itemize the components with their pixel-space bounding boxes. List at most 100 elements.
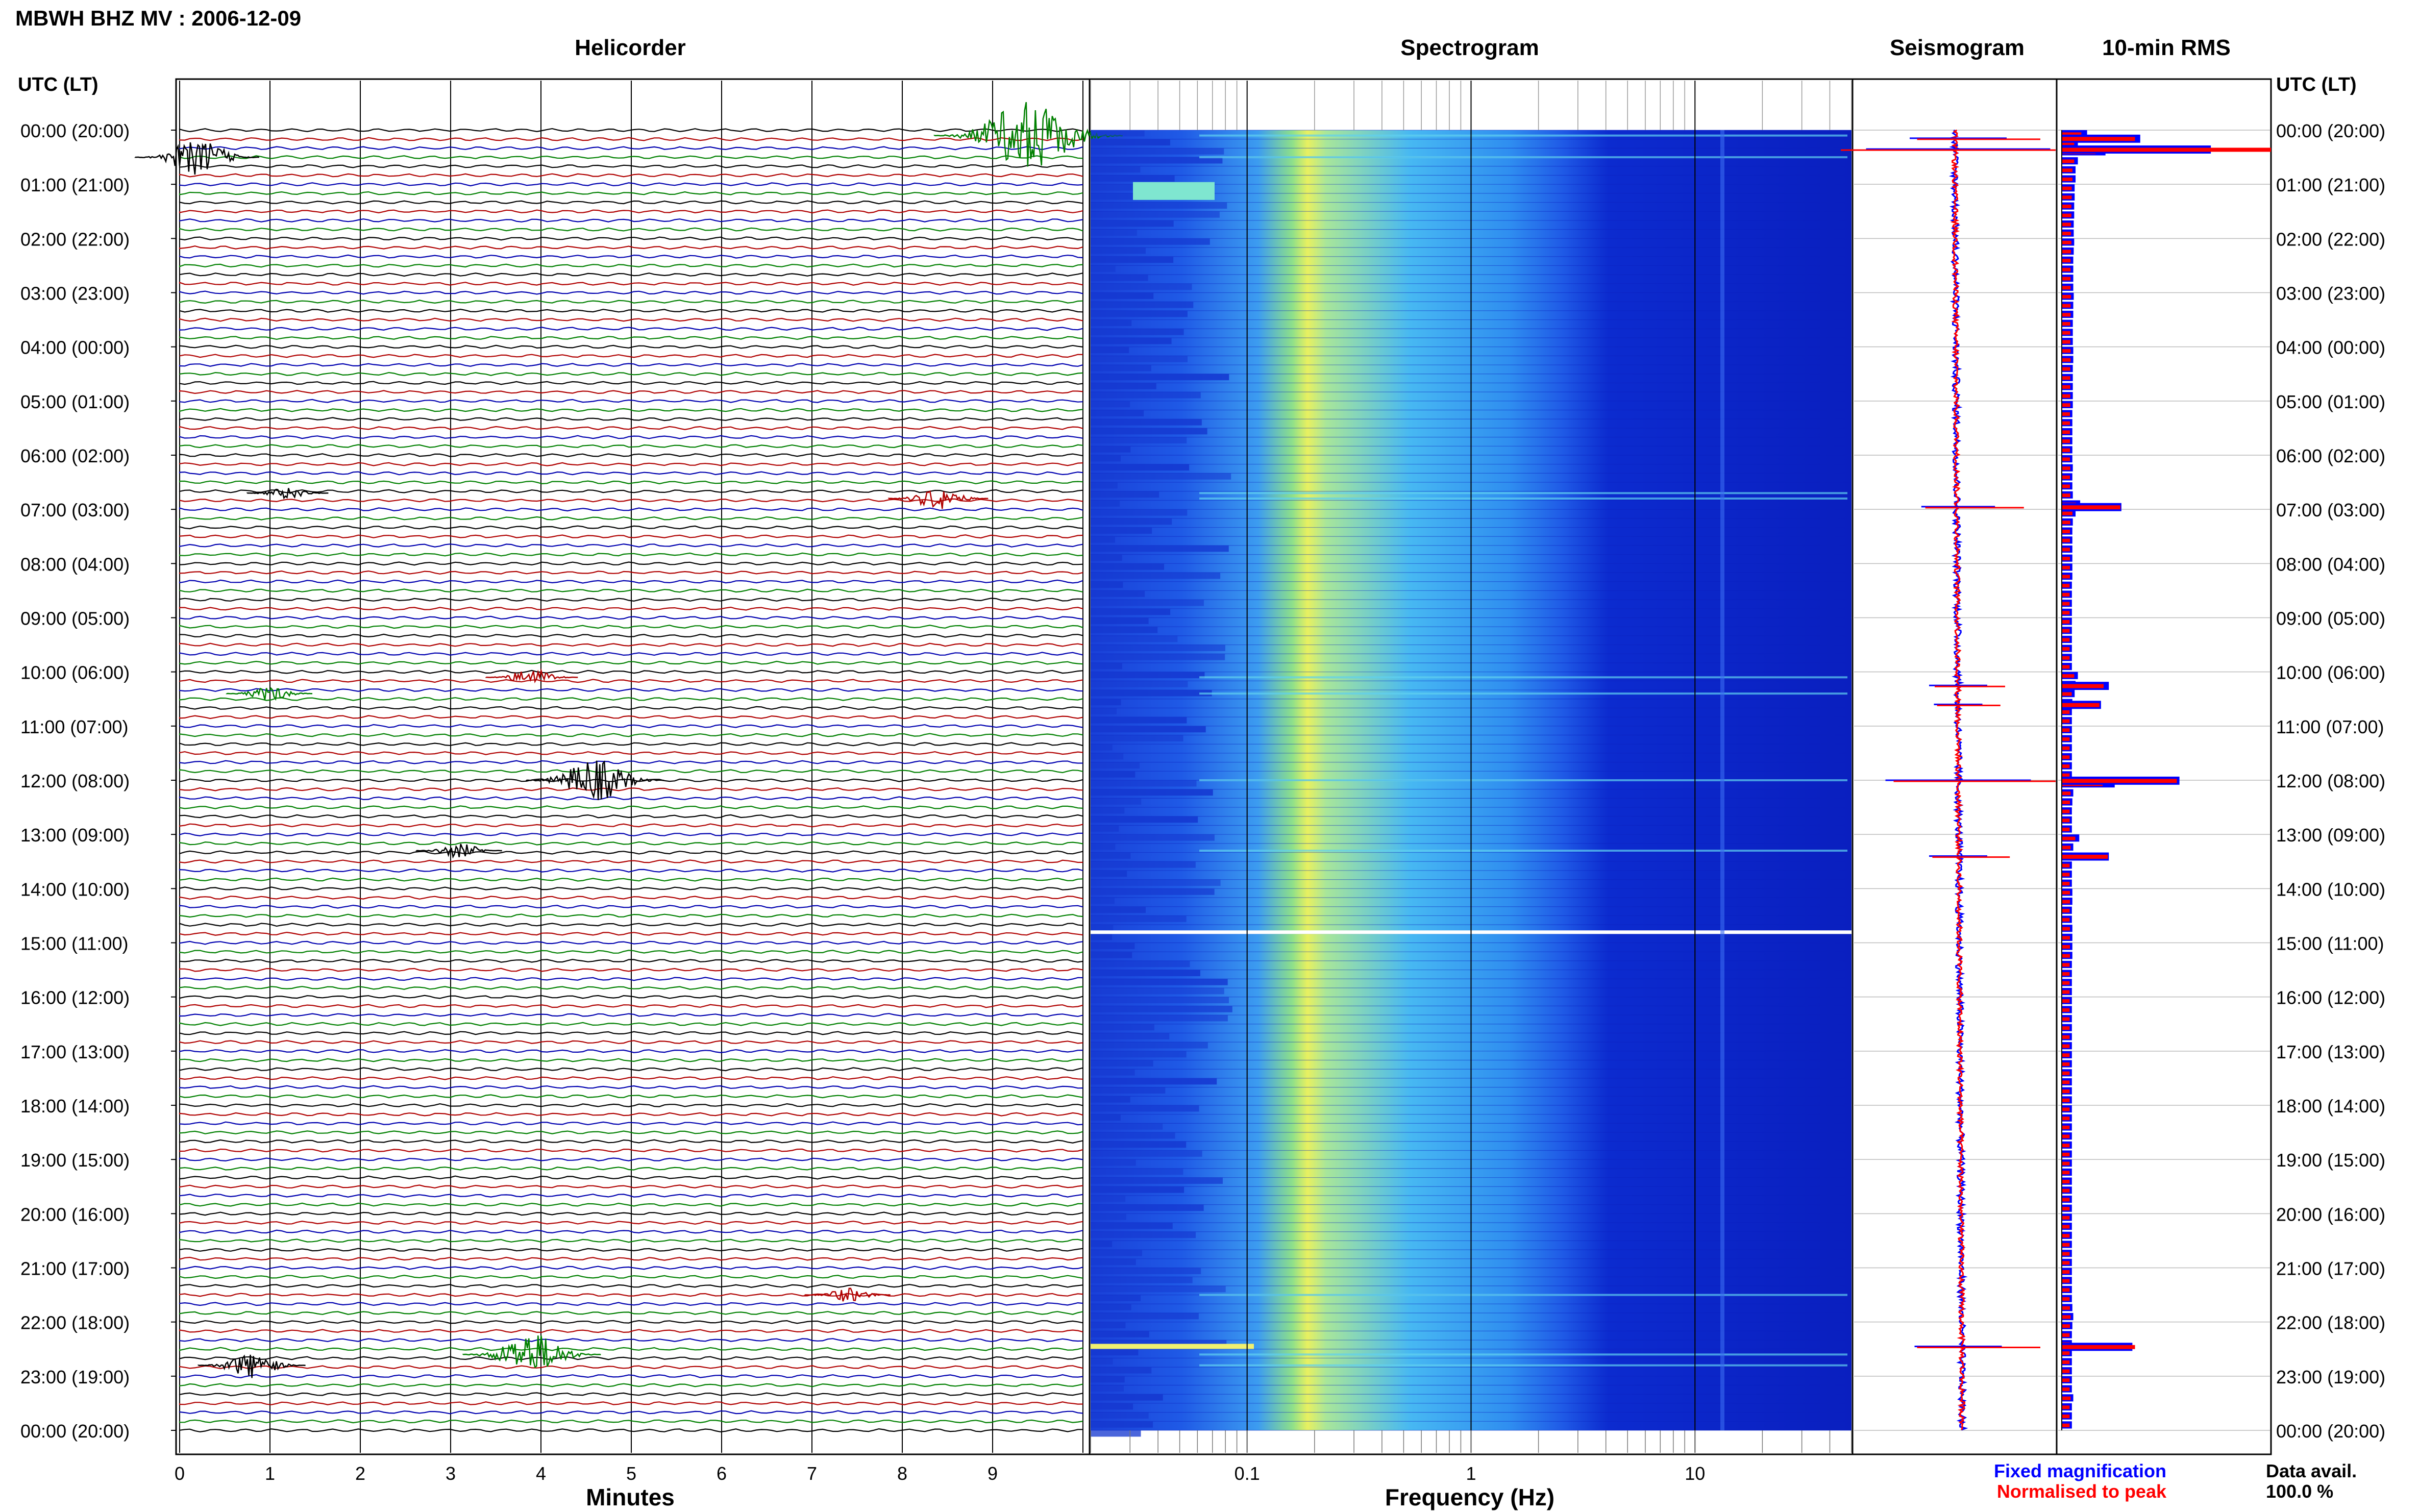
helicorder-event (525, 760, 664, 801)
rms-frame (2056, 78, 2272, 1455)
spectrogram-low-band (1091, 825, 1119, 832)
helicorder-trace-line (179, 652, 1083, 656)
helicorder-trace-line (179, 1392, 1083, 1397)
helicorder-trace-line (179, 236, 1083, 241)
helicorder-trace-line (179, 1175, 1083, 1180)
helicorder-event (888, 490, 989, 509)
helicorder-trace-line (179, 1193, 1083, 1198)
time-tick-label-right: 14:00 (10:00) (2276, 879, 2385, 900)
time-tick-label-right: 20:00 (16:00) (2276, 1204, 2385, 1225)
rms-bar-normalised (2062, 520, 2070, 525)
spectrogram-low-band (1091, 464, 1190, 471)
rms-bar-normalised (2062, 1188, 2070, 1193)
minute-tick-label: 8 (897, 1463, 907, 1484)
rms-bar-normalised (2062, 1017, 2070, 1021)
helicorder-trace-line (179, 408, 1083, 412)
rms-bar-normalised (2062, 1243, 2070, 1247)
rms-bar-normalised (2062, 565, 2070, 569)
helicorder-trace-line (179, 1293, 1083, 1297)
rms-bar-normalised (2062, 1270, 2070, 1274)
rms-bar-normalised (2062, 674, 2075, 678)
spectrogram-heading: Spectrogram (1400, 35, 1539, 60)
time-tick-label-left: 12:00 (08:00) (20, 771, 130, 791)
minute-tick-label: 0 (175, 1463, 185, 1484)
spectrogram-low-band (1091, 509, 1188, 516)
rms-bar-normalised (2062, 204, 2071, 209)
rms-bar-normalised (2062, 430, 2070, 434)
spectrogram-low-band (1091, 1186, 1184, 1193)
helicorder-event (226, 687, 312, 701)
spectrogram-low-band (1091, 1376, 1125, 1383)
minute-tick-label: 1 (265, 1463, 275, 1484)
spectrogram-low-band (1091, 238, 1210, 245)
rms-bar-normalised (2062, 466, 2070, 470)
helicorder-trace-line (179, 191, 1083, 195)
spectrogram-event-streak (1199, 779, 1847, 781)
helicorder-trace-line (179, 1004, 1083, 1008)
rms-bar-normalised (2062, 511, 2072, 515)
rms-bar-normalised (2062, 367, 2070, 371)
spectrogram-low-band (1091, 1159, 1136, 1166)
rms-bar-normalised (2062, 773, 2070, 777)
helicorder-trace-line (179, 272, 1083, 277)
rms-bar-normalised (2062, 1026, 2070, 1030)
spectrogram-low-band (1091, 410, 1144, 416)
time-tick-label-left: 00:00 (20:00) (20, 1421, 130, 1442)
rms-bar-normalised (2062, 1216, 2070, 1220)
rms-heading: 10-min RMS (2102, 35, 2231, 60)
rms-bars (2058, 130, 2271, 1431)
minutes-axis-label: Minutes (586, 1484, 675, 1510)
spectrogram-low-band (1091, 690, 1212, 697)
spectrogram-low-band (1091, 256, 1174, 263)
helicorder-trace-line (179, 660, 1083, 665)
helicorder-trace-line (179, 1401, 1083, 1405)
rms-bar-normalised (2062, 882, 2070, 886)
spectrogram-low-band (1091, 148, 1224, 155)
helicorder-trace-line (179, 1320, 1083, 1324)
rms-bar-normalised (2062, 457, 2070, 461)
helicorder-trace-line (179, 1157, 1083, 1162)
rms-bar-normalised (2062, 1288, 2070, 1292)
time-tick-label-left: 06:00 (02:00) (20, 445, 130, 466)
spectrogram-event-streak (1199, 492, 1847, 494)
rms-bar-normalised (2062, 629, 2070, 633)
helicorder-trace-line (179, 688, 1083, 692)
helicorder-trace-line (179, 344, 1083, 349)
helicorder-trace-line (179, 1139, 1083, 1144)
spectrogram-low-band (1091, 356, 1188, 362)
rms-bar-normalised (2062, 475, 2070, 479)
rms-bar-normalised (2062, 647, 2070, 651)
helicorder-trace-line (179, 606, 1083, 611)
rms-bar-normalised (2062, 800, 2070, 804)
helicorder-trace-line (179, 1337, 1083, 1343)
spectrogram-low-band (1091, 554, 1122, 561)
spectrogram-low-band (1091, 419, 1202, 426)
helicorder-trace-line (179, 1428, 1083, 1433)
time-tick-label-left: 07:00 (03:00) (20, 500, 130, 520)
spectrogram-low-band (1091, 1069, 1135, 1076)
spectrogram-low-band (1091, 545, 1229, 552)
rms-bar-normalised (2062, 232, 2071, 236)
rms-bar-normalised (2062, 304, 2071, 308)
helicorder-trace-line (179, 308, 1083, 313)
rms-bar-normalised (2062, 1378, 2070, 1382)
spectrogram-low-band (1091, 1394, 1163, 1401)
helicorder-trace-line (179, 1347, 1083, 1351)
spectrogram-low-band (1091, 247, 1146, 254)
helicorder-heading: Helicorder (575, 35, 686, 60)
helicorder-trace-line (179, 534, 1083, 539)
helicorder-trace-line (179, 164, 1083, 168)
spectrogram-low-band (1091, 1412, 1149, 1419)
spectrogram-low-band (1091, 654, 1225, 660)
rms-bar-normalised (2062, 936, 2070, 940)
minute-tick-label: 4 (536, 1463, 546, 1484)
rms-bar-normalised (2062, 846, 2071, 850)
helicorder-event (804, 1287, 891, 1302)
helicorder-trace-line (179, 1419, 1083, 1424)
helicorder-trace-line (179, 399, 1083, 403)
time-tick-label-left: 00:00 (20:00) (20, 120, 130, 141)
helicorder-trace-line (179, 1410, 1083, 1415)
rms-bar-normalised (2062, 1252, 2070, 1256)
spectrogram-low-band (1091, 1204, 1204, 1211)
rms-bar-normalised (2062, 1098, 2070, 1102)
